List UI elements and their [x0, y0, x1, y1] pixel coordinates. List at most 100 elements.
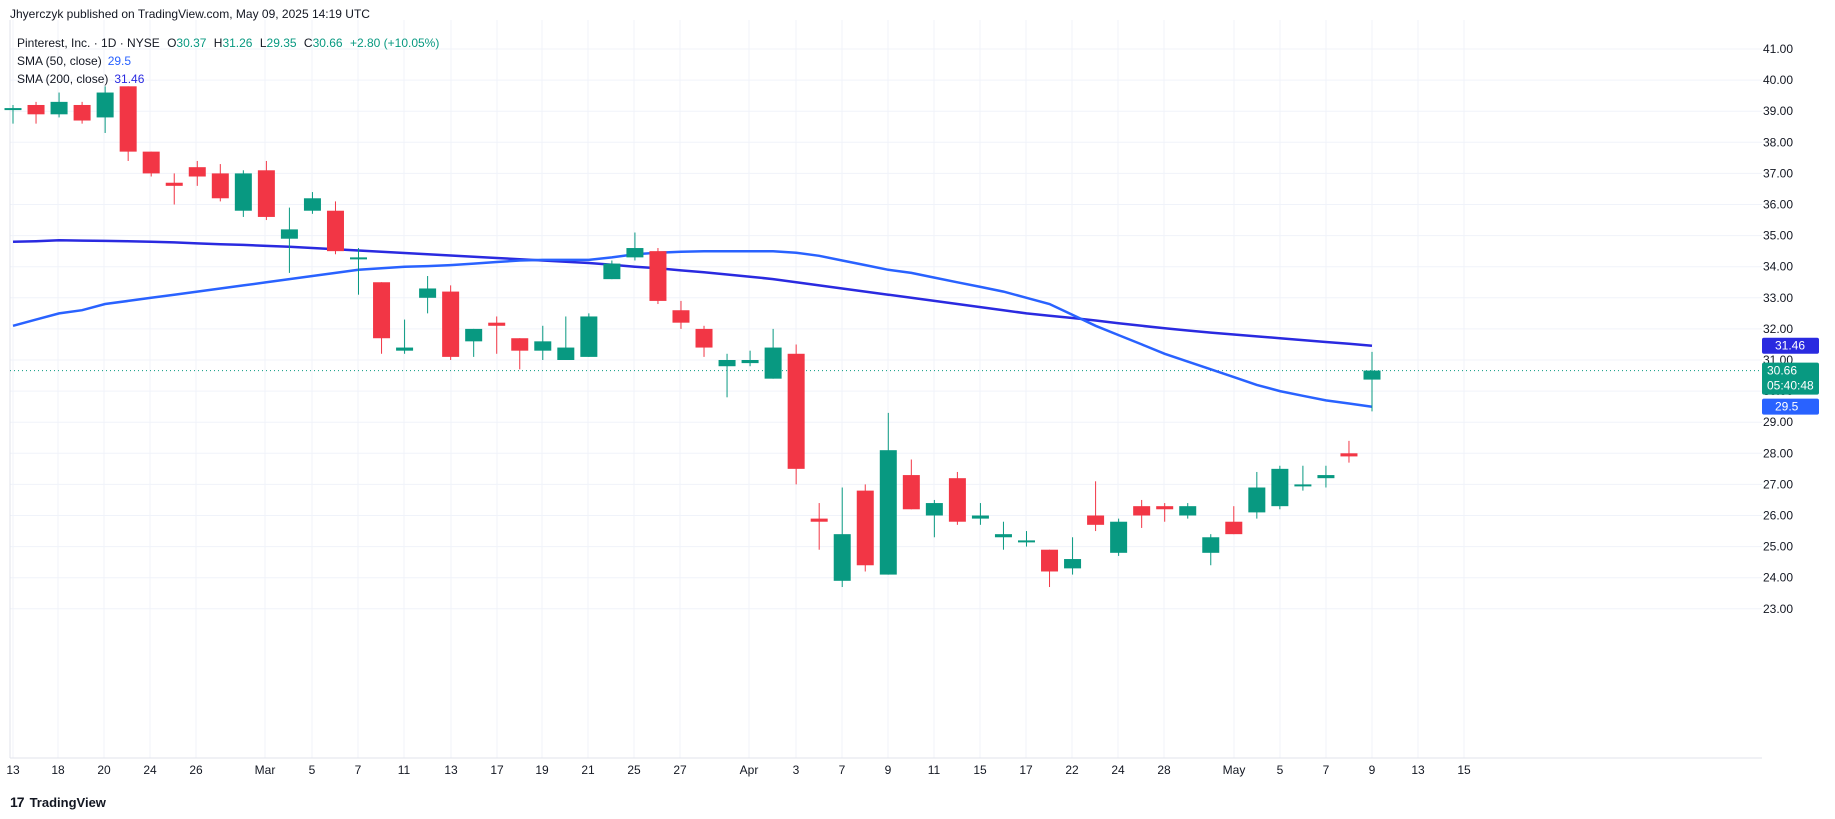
time-tick-label: May [1223, 763, 1246, 777]
price-tick-label: 24.00 [1763, 571, 1793, 585]
candle-body [234, 173, 252, 211]
time-tick-label: 21 [581, 763, 595, 777]
candle-body [626, 248, 644, 258]
candle-body [303, 198, 321, 211]
sma50-value: 29.5 [107, 54, 132, 68]
time-tick-label: 24 [1111, 763, 1125, 777]
price-tick-label: 39.00 [1763, 104, 1793, 118]
time-tick-label: 28 [1157, 763, 1171, 777]
candle-body [1156, 506, 1174, 510]
candle-body [1271, 468, 1289, 507]
candle-body [764, 347, 782, 379]
time-tick-label: 11 [398, 763, 411, 777]
candle-body [994, 534, 1012, 538]
time-tick-label: 5 [1277, 763, 1284, 777]
time-tick-label: 7 [839, 763, 846, 777]
candle-body [879, 450, 897, 575]
low-label: L [259, 36, 267, 50]
sma200-line [12, 239, 1373, 347]
chart-legend: Pinterest, Inc. · 1D · NYSE O30.37 H31.2… [17, 34, 439, 88]
price-tick-label: 36.00 [1763, 198, 1793, 212]
candle-body [350, 257, 368, 260]
time-tick-label: 26 [189, 763, 203, 777]
candle-body [1087, 515, 1105, 525]
time-tick-label: 24 [143, 763, 157, 777]
candle-body [948, 478, 966, 522]
time-tick-label: Mar [255, 763, 276, 777]
candle-body [810, 518, 828, 522]
open-label: O [167, 36, 177, 50]
sma50-label: SMA (50, close) [17, 54, 102, 68]
time-tick-label: 17 [1019, 763, 1033, 777]
time-tick-label: 9 [1369, 763, 1376, 777]
candle-body [833, 534, 851, 581]
time-tick-label: 5 [309, 763, 316, 777]
sma200-badge-text: 31.46 [1775, 339, 1805, 353]
grid [9, 20, 1762, 759]
time-tick-label: 7 [355, 763, 362, 777]
countdown-badge-text: 05:40:48 [1767, 379, 1814, 393]
sma50-row[interactable]: SMA (50, close) 29.5 [17, 52, 439, 70]
time-tick-label: 15 [973, 763, 987, 777]
price-tick-label: 27.00 [1763, 477, 1793, 491]
candle-body [373, 282, 391, 339]
candle-body [119, 86, 137, 152]
footer-brand[interactable]: 17 TradingView [10, 794, 106, 810]
candle-body [672, 310, 690, 323]
candle-body [1340, 453, 1358, 457]
candle-body [902, 475, 920, 510]
last-price-badge [1762, 362, 1819, 395]
candle-body [442, 291, 460, 357]
sma50-badge [1762, 398, 1819, 415]
time-tick-label: 19 [535, 763, 549, 777]
sma-lines [12, 239, 1373, 408]
time-tick-label: 13 [6, 763, 20, 777]
candle-body [1110, 521, 1128, 553]
candle-body [557, 347, 575, 360]
candle-body [1133, 506, 1151, 516]
time-tick-label: 3 [793, 763, 800, 777]
price-tick-label: 34.00 [1763, 260, 1793, 274]
sma200-row[interactable]: SMA (200, close) 31.46 [17, 70, 439, 88]
candle-body [534, 341, 552, 351]
candle-body [1317, 475, 1335, 479]
candle-body [1363, 370, 1381, 380]
time-tick-label: 20 [97, 763, 111, 777]
time-tick-label: 7 [1323, 763, 1330, 777]
sma50-line [12, 249, 1373, 408]
time-tick-label: 9 [885, 763, 892, 777]
candle-body [856, 490, 874, 566]
time-tick-label: 25 [627, 763, 641, 777]
candle-body [787, 353, 805, 469]
candle-body [142, 151, 160, 174]
candle-body [211, 173, 229, 199]
candle-body [511, 338, 529, 351]
candle-body [603, 263, 621, 280]
time-tick-label: 17 [490, 763, 504, 777]
time-tick-label: 15 [1457, 763, 1471, 777]
close-value: 30.66 [312, 36, 343, 50]
time-tick-label: 18 [51, 763, 65, 777]
candle-body [925, 503, 943, 516]
ohlc-row: Pinterest, Inc. · 1D · NYSE O30.37 H31.2… [17, 34, 439, 52]
change-value: +2.80 (+10.05%) [349, 36, 440, 50]
price-tick-label: 40.00 [1763, 73, 1793, 87]
candle-body [1225, 521, 1243, 535]
candle-body [649, 251, 667, 301]
time-tick-label: 13 [444, 763, 458, 777]
price-axis[interactable]: 23.0024.0025.0026.0027.0028.0029.0030.00… [1763, 42, 1793, 616]
candle-body [580, 316, 598, 357]
time-tick-label: 22 [1065, 763, 1079, 777]
candle-body [1202, 537, 1220, 553]
candle-body [695, 328, 713, 348]
candle-body [1017, 540, 1035, 543]
time-axis[interactable]: 13 18 20 24 26 Mar 5 7 11 13 17 19 21 25 27 Apr 3 7 9 11 15 1… [6, 763, 1471, 777]
price-tick-label: 35.00 [1763, 229, 1793, 243]
time-tick-label: 27 [673, 763, 687, 777]
time-tick-label: Apr [740, 763, 759, 777]
price-tick-label: 26.00 [1763, 509, 1793, 523]
symbol-name[interactable]: Pinterest, Inc. · 1D · NYSE [17, 36, 160, 50]
high-label: H [213, 36, 223, 50]
high-value: 31.26 [222, 36, 253, 50]
